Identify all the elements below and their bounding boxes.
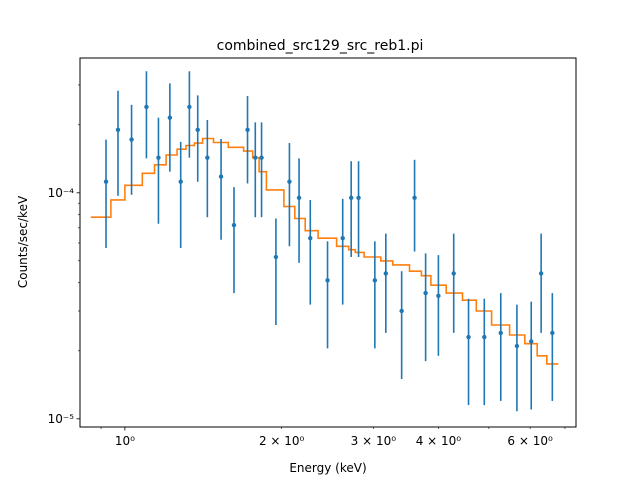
data-point	[325, 278, 330, 283]
plot-frame	[79, 57, 577, 428]
plot-area	[90, 71, 559, 412]
data-point	[348, 195, 354, 201]
data-point	[482, 334, 487, 340]
data-point	[296, 195, 302, 201]
y-tick-label: 10⁻⁵	[48, 412, 75, 426]
data-point	[383, 271, 389, 276]
data-point	[372, 278, 378, 283]
axes: 10⁰ 2 × 10⁰ 3 × 10⁰ 4 × 10⁰ 6 × 10⁰ 10⁻⁵ 10⁻⁴	[48, 84, 566, 448]
data-point	[144, 104, 149, 110]
data-point	[156, 155, 161, 160]
data-point	[436, 293, 441, 299]
data-point	[195, 127, 200, 133]
data-point	[253, 155, 258, 160]
data-point	[273, 254, 279, 260]
data-point	[187, 104, 192, 110]
data-point	[115, 127, 121, 133]
x-axis-label: Energy (keV)	[289, 461, 366, 475]
data-point	[451, 271, 456, 276]
data-point	[356, 195, 361, 201]
x-tick-label: 2 × 10⁰	[259, 434, 305, 448]
data-point	[529, 339, 534, 344]
data-point	[205, 155, 210, 160]
x-tick-label: 4 × 10⁰	[416, 434, 462, 448]
x-tick-label: 6 × 10⁰	[507, 434, 553, 448]
data-point	[178, 179, 183, 184]
data-point	[287, 179, 292, 184]
data-point	[245, 127, 250, 133]
data-point	[412, 195, 417, 201]
data-point	[514, 343, 520, 349]
y-tick-label: 10⁻⁴	[48, 186, 75, 200]
data-point	[423, 290, 428, 296]
data-point	[538, 271, 544, 276]
data-point	[218, 174, 224, 179]
data-point	[466, 334, 471, 340]
data-point	[231, 222, 237, 228]
y-axis-label: Counts/sec/keV	[16, 195, 30, 288]
data-point	[498, 330, 503, 336]
model-step-line	[90, 137, 559, 365]
data-point	[167, 115, 173, 120]
data-point	[129, 137, 134, 142]
data-point	[550, 330, 555, 336]
data-point	[259, 155, 264, 160]
x-tick-label: 10⁰	[115, 434, 135, 448]
data-point	[103, 179, 109, 184]
chart-title: combined_src129_src_reb1.pi	[217, 38, 424, 54]
data-point	[340, 235, 345, 241]
data-point	[308, 235, 313, 241]
data-point	[399, 308, 404, 314]
x-tick-label: 3 × 10⁰	[351, 434, 397, 448]
